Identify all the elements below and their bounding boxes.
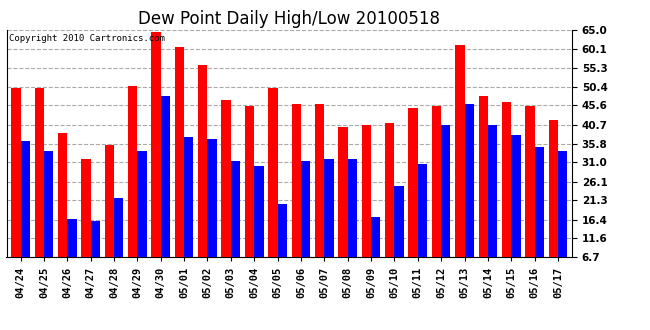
Bar [558,151,567,283]
Bar [534,147,544,283]
Bar [161,96,170,283]
Bar [408,108,418,283]
Bar [361,125,371,283]
Bar [549,119,558,283]
Bar [395,186,404,283]
Bar [418,164,427,283]
Bar [222,100,231,283]
Bar [128,86,137,283]
Bar [81,159,90,283]
Bar [198,65,207,283]
Bar [44,151,53,283]
Bar [151,32,161,283]
Bar [455,45,465,283]
Title: Dew Point Daily High/Low 20100518: Dew Point Daily High/Low 20100518 [138,10,440,28]
Bar [441,125,450,283]
Bar [175,47,184,283]
Bar [278,204,287,283]
Bar [67,219,77,283]
Bar [478,96,488,283]
Bar [512,135,521,283]
Bar [348,159,357,283]
Bar [114,198,124,283]
Bar [11,88,21,283]
Bar [488,125,497,283]
Bar [105,145,114,283]
Text: Copyright 2010 Cartronics.com: Copyright 2010 Cartronics.com [9,34,165,43]
Bar [268,88,278,283]
Bar [292,104,301,283]
Bar [502,102,512,283]
Bar [245,106,254,283]
Bar [315,104,324,283]
Bar [184,137,194,283]
Bar [34,88,44,283]
Bar [432,106,441,283]
Bar [385,123,395,283]
Bar [137,151,147,283]
Bar [301,160,310,283]
Bar [58,133,67,283]
Bar [21,141,30,283]
Bar [254,166,263,283]
Bar [231,160,240,283]
Bar [371,217,380,283]
Bar [465,104,474,283]
Bar [324,159,333,283]
Bar [207,139,217,283]
Bar [90,221,100,283]
Bar [338,127,348,283]
Bar [525,106,534,283]
